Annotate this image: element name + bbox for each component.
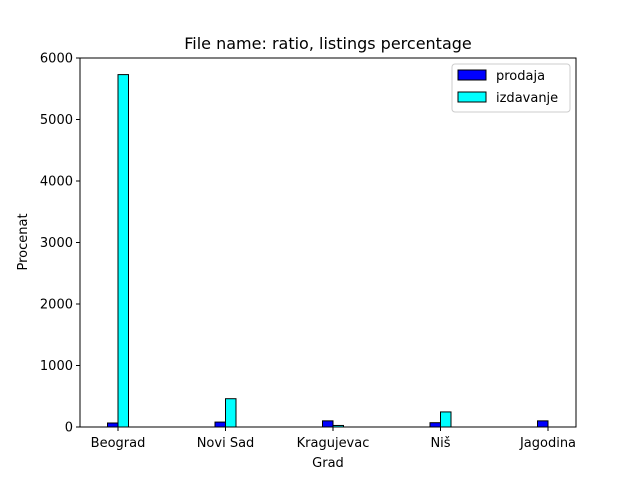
bar-prodaja-jagodina bbox=[537, 420, 549, 428]
y-tick-label: 3000 bbox=[40, 236, 73, 251]
x-tick-label: Kragujevac bbox=[297, 436, 370, 451]
x-tick-label: Beograd bbox=[91, 436, 146, 451]
bars-group bbox=[107, 74, 549, 428]
chart-title: File name: ratio, listings percentage bbox=[184, 34, 472, 53]
y-axis: 0 1000 2000 3000 4000 5000 6000 bbox=[40, 52, 80, 436]
y-tick-label: 5000 bbox=[40, 113, 73, 128]
plot-frame bbox=[79, 57, 577, 428]
y-tick-label: 2000 bbox=[40, 298, 73, 313]
bar-prodaja-novi-sad bbox=[214, 421, 226, 428]
y-tick-label: 4000 bbox=[40, 175, 73, 190]
y-tick-label: 1000 bbox=[40, 359, 73, 374]
x-axis: Beograd Novi Sad Kragujevac Niš Jagodina bbox=[91, 427, 576, 451]
x-tick-label: Novi Sad bbox=[197, 436, 255, 451]
legend-label-prodaja: prodaja bbox=[496, 69, 545, 84]
bar-prodaja-kragujevac bbox=[322, 420, 334, 428]
legend-swatch-izdavanje bbox=[457, 91, 487, 103]
y-tick-label: 0 bbox=[65, 421, 73, 436]
y-tick-label: 6000 bbox=[40, 52, 73, 67]
bar-izdavanje-beograd bbox=[117, 74, 129, 428]
x-tick-label: Niš bbox=[430, 436, 450, 451]
legend: prodaja izdavanje bbox=[451, 63, 571, 113]
legend-swatch-prodaja bbox=[457, 69, 487, 81]
bar-prodaja-beograd bbox=[107, 422, 119, 428]
y-axis-label: Procenat bbox=[16, 213, 31, 270]
bar-izdavanje-niš bbox=[440, 411, 452, 428]
bar-prodaja-niš bbox=[429, 422, 441, 428]
x-tick-label: Jagodina bbox=[519, 436, 576, 451]
bar-izdavanje-novi-sad bbox=[225, 398, 237, 428]
x-axis-label: Grad bbox=[312, 456, 344, 471]
legend-label-izdavanje: izdavanje bbox=[496, 91, 558, 106]
